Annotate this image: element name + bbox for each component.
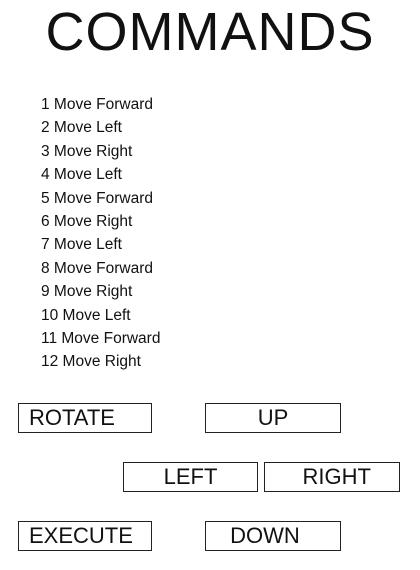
execute-button[interactable]: EXECUTE [18,521,152,551]
command-item: 1 Move Forward [41,96,153,113]
page-title: COMMANDS [45,2,375,62]
command-item: 7 Move Left [41,236,122,254]
command-item: 4 Move Left [41,166,122,184]
command-item: 11 Move Forward [41,329,161,347]
down-button[interactable]: DOWN [205,521,341,551]
rotate-button[interactable]: ROTATE [18,403,152,433]
command-item: 5 Move Forward [41,189,153,207]
command-item: 3 Move Right [41,142,133,160]
left-button[interactable]: LEFT [123,462,258,492]
command-item: 12 Move Right [41,353,141,371]
command-item: 10 Move Left [41,306,131,324]
up-button[interactable]: UP [205,403,341,433]
right-button[interactable]: RIGHT [264,462,400,492]
command-item: 6 Move Right [41,212,133,230]
command-item: 8 Move Forward [41,259,153,277]
command-list: 1 Move Forward 2 Move Left 3 Move Right … [41,93,160,374]
command-item: 9 Move Right [41,283,133,301]
command-item: 2 Move Left [41,119,122,137]
